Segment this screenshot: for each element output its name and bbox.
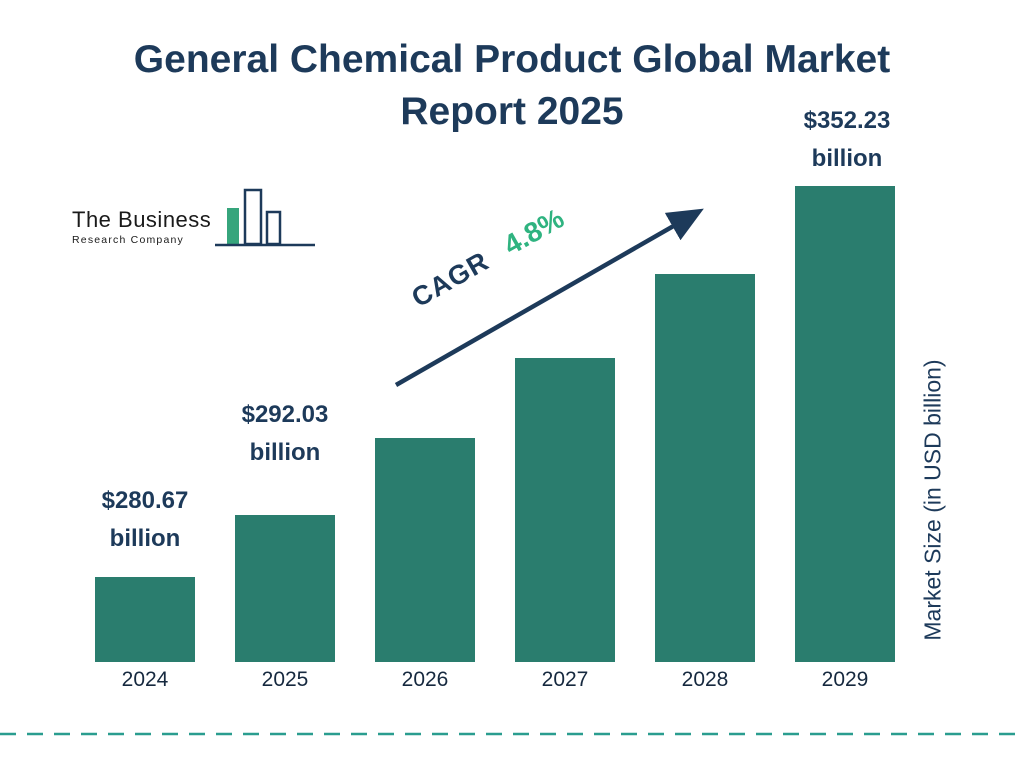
- value-amount-2025: $292.03: [241, 401, 329, 428]
- bar-2026: [375, 438, 475, 662]
- x-tick-2026: 2026: [401, 668, 449, 691]
- company-subtitle: Research Company: [72, 234, 184, 246]
- bar-2029: [795, 186, 895, 662]
- value-label-2025: $292.03 billion: [180, 396, 390, 472]
- bar-2024: [95, 577, 195, 662]
- bar-2027: [515, 358, 615, 662]
- value-label-2029: $352.23 billion: [742, 102, 952, 178]
- value-amount-2024: $280.67: [101, 487, 189, 514]
- x-tick-2027: 2027: [541, 668, 589, 691]
- company-name: The Business: [72, 207, 212, 232]
- value-unit-2024: billion: [109, 525, 181, 552]
- bar-chart-logo-icon: [215, 188, 316, 247]
- chart-title-line-1: General Chemical Product Global Market: [133, 38, 891, 81]
- company-logo-text: The Business Research Company: [72, 207, 211, 252]
- value-label-2024: $280.67 billion: [40, 482, 250, 558]
- value-unit-2029: billion: [811, 145, 883, 172]
- x-axis-labels: 2024 2025 2026 2027 2028 2029: [95, 668, 895, 692]
- company-logo: The Business Research Company: [72, 182, 316, 252]
- value-amount-2029: $352.23: [803, 107, 891, 134]
- value-unit-2025: billion: [249, 439, 321, 466]
- chart-title: General Chemical Product Global Market R…: [0, 34, 1024, 138]
- x-tick-2025: 2025: [261, 668, 309, 691]
- x-tick-2029: 2029: [821, 668, 869, 691]
- x-tick-2028: 2028: [681, 668, 729, 691]
- x-tick-2024: 2024: [121, 668, 169, 691]
- bar-group: [95, 182, 895, 662]
- bar-2028: [655, 274, 755, 662]
- bar-2025: [235, 515, 335, 662]
- y-axis-label: Market Size (in USD billion): [919, 359, 946, 641]
- chart-title-line-2: Report 2025: [400, 90, 624, 133]
- bottom-dashed-divider: [0, 732, 1024, 736]
